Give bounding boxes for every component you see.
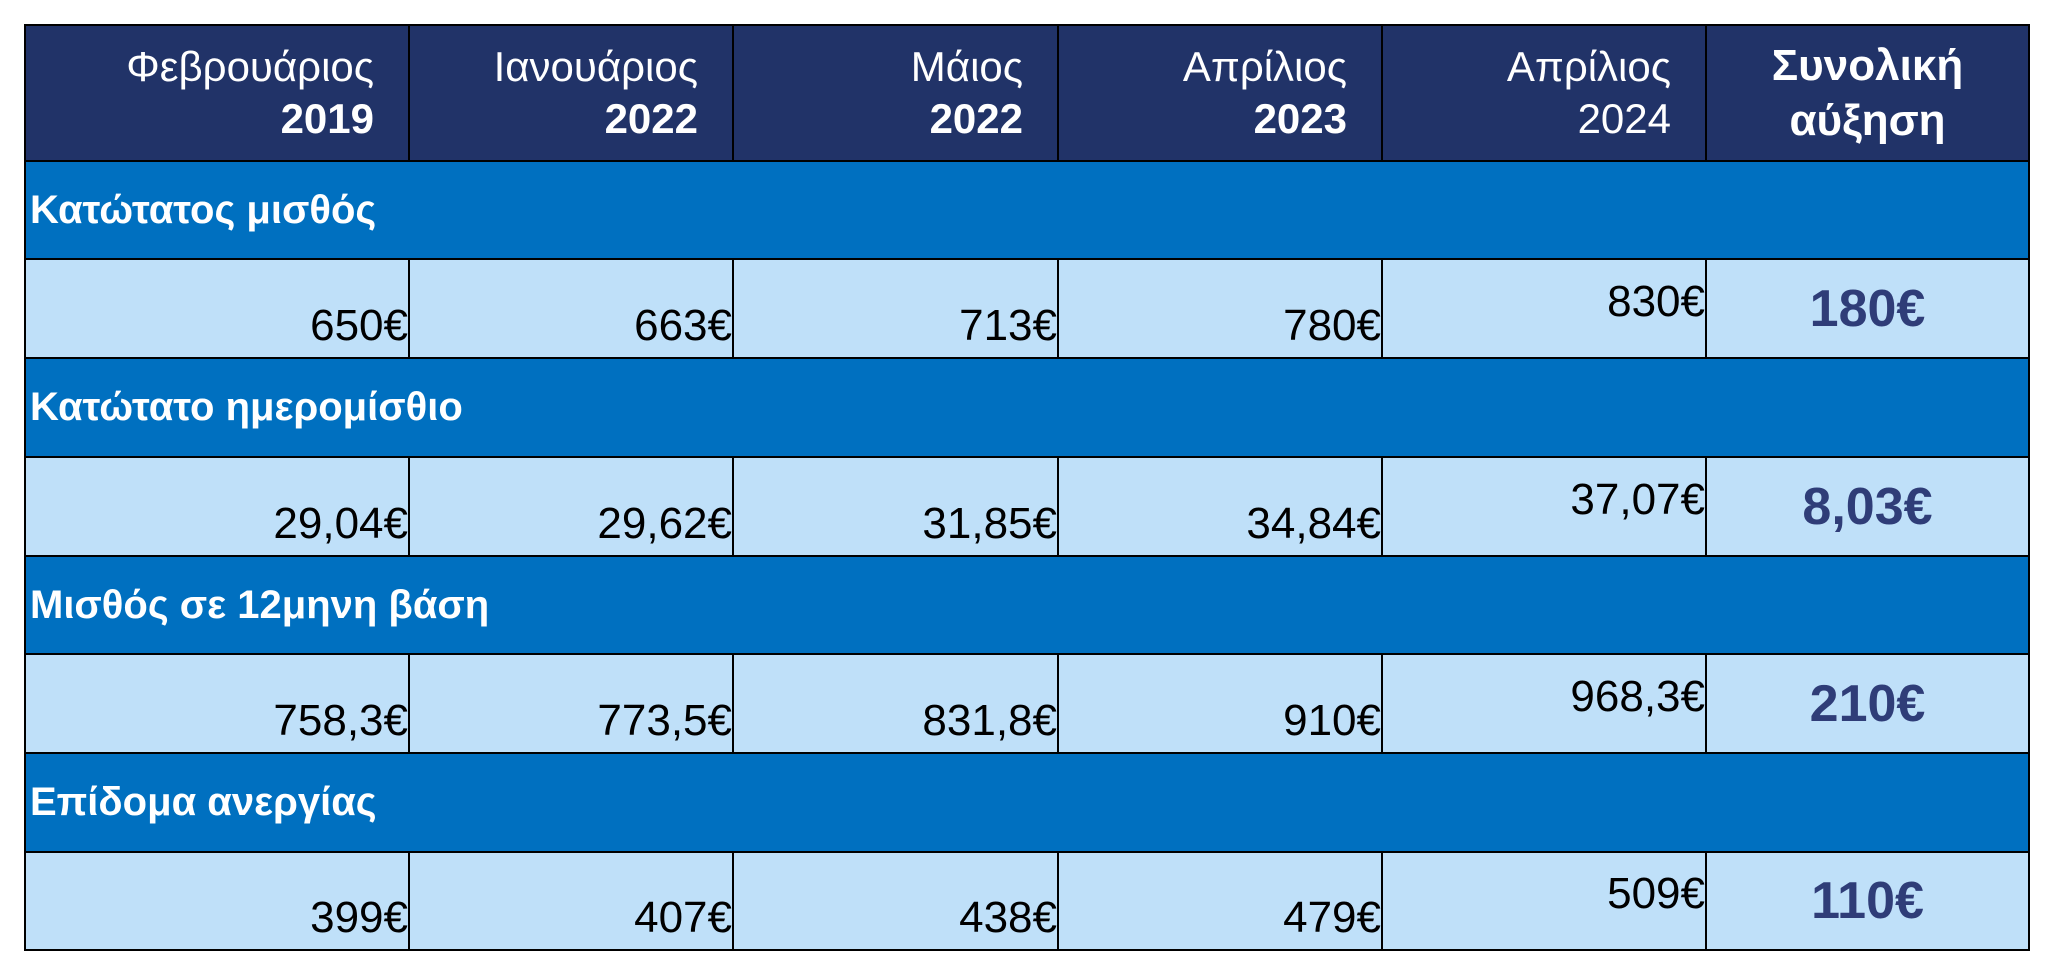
value: 509€: [1607, 869, 1705, 918]
value-cell: 713€: [732, 258, 1059, 359]
value-cell: 509€: [1381, 851, 1707, 951]
value: 831,8€: [922, 696, 1057, 745]
value: 34,84€: [1246, 499, 1381, 548]
value: 407€: [634, 893, 732, 942]
value-cell: 910€: [1057, 653, 1383, 754]
section-row: Επίδομα ανεργίας: [24, 752, 2030, 853]
value-cell: 37,07€: [1381, 456, 1707, 557]
total-cell: 210€: [1705, 653, 2030, 754]
header-cell: Φεβρουάριος 2019: [24, 24, 410, 162]
value: 438€: [959, 893, 1057, 942]
header-year: 2019: [280, 95, 374, 142]
row-label: Μισθός σε 12μηνη βάση: [30, 582, 490, 627]
header-month: Απρίλιος: [1182, 42, 1347, 90]
value-cell: 399€: [24, 851, 410, 951]
value: 758,3€: [273, 696, 408, 745]
header-year: 2022: [604, 95, 698, 142]
header-month: Μάιος: [910, 42, 1023, 90]
value-cell: 29,62€: [408, 456, 734, 557]
section-row: Μισθός σε 12μηνη βάση: [24, 555, 2030, 655]
header-year: 2022: [929, 95, 1023, 142]
value-cell: 29,04€: [24, 456, 410, 557]
value-cell: 34,84€: [1057, 456, 1383, 557]
total-cell: 180€: [1705, 258, 2030, 359]
header-month: Απρίλιος: [1506, 42, 1671, 90]
value: 830€: [1607, 276, 1705, 326]
header-cell: Μάιος 2022: [732, 24, 1059, 162]
total-value: 180€: [1809, 279, 1926, 338]
header-month: Φεβρουάριος: [126, 42, 374, 90]
header-cell: Απρίλιος 2024: [1381, 24, 1707, 162]
header-year: 2023: [1253, 95, 1347, 142]
value-cell: 31,85€: [732, 456, 1059, 557]
value-cell: 773,5€: [408, 653, 734, 754]
value-cell: 407€: [408, 851, 734, 951]
value: 399€: [310, 893, 408, 942]
row-label: Κατώτατος μισθός: [30, 187, 377, 232]
value-cell: 479€: [1057, 851, 1383, 951]
total-value: 210€: [1809, 674, 1926, 733]
value-cell: 650€: [24, 258, 410, 359]
value-cell: 758,3€: [24, 653, 410, 754]
total-cell: 110€: [1705, 851, 2030, 951]
value-cell: 831,8€: [732, 653, 1059, 754]
row-label: Κατώτατο ημερομίσθιο: [30, 385, 463, 429]
value-cell: 968,3€: [1381, 653, 1707, 754]
total-value: 8,03€: [1802, 477, 1933, 536]
value: 780€: [1283, 301, 1381, 350]
value: 663€: [634, 301, 732, 350]
section-row: Κατώτατο ημερομίσθιο: [24, 357, 2030, 458]
value: 29,04€: [273, 499, 408, 548]
value: 713€: [959, 301, 1057, 350]
header-total-label: Συνολική αύξηση: [1771, 41, 1964, 145]
value: 29,62€: [597, 499, 732, 548]
value: 37,07€: [1570, 474, 1705, 524]
value-cell: 438€: [732, 851, 1059, 951]
header-total: Συνολική αύξηση: [1705, 24, 2030, 162]
header-year: 2024: [1577, 95, 1671, 142]
total-cell: 8,03€: [1705, 456, 2030, 557]
header-cell: Απρίλιος 2023: [1057, 24, 1383, 162]
header-cell: Ιανουάριος 2022: [408, 24, 734, 162]
value: 910€: [1283, 696, 1381, 745]
value: 31,85€: [922, 499, 1057, 548]
section-row: Κατώτατος μισθός: [24, 160, 2030, 260]
value: 479€: [1283, 893, 1381, 942]
value: 968,3€: [1570, 671, 1705, 721]
value-cell: 830€: [1381, 258, 1707, 359]
row-label: Επίδομα ανεργίας: [30, 780, 377, 824]
total-value: 110€: [1811, 872, 1924, 930]
header-month: Ιανουάριος: [493, 42, 698, 90]
value-cell: 780€: [1057, 258, 1383, 359]
value: 773,5€: [597, 696, 732, 745]
value: 650€: [310, 301, 408, 350]
value-cell: 663€: [408, 258, 734, 359]
